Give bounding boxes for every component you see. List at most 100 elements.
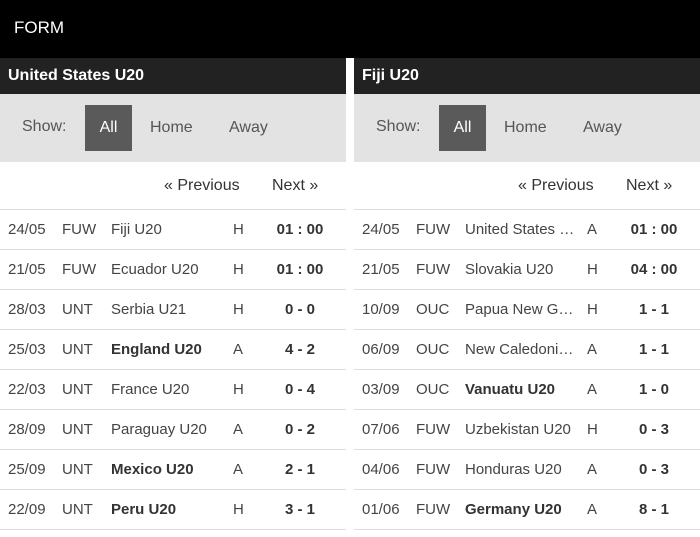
filter-bar: Show: All Home Away (354, 94, 700, 162)
competition-code: FUW (416, 501, 451, 518)
match-score: 1 - 1 (638, 341, 669, 358)
match-date: 06/09 (362, 341, 400, 358)
filter-away-button[interactable]: Away (229, 119, 268, 136)
match-row[interactable]: 03/09 OUC Vanuatu U20 A 1 - 0 (354, 370, 700, 410)
match-score: 0 - 0 (284, 301, 315, 318)
competition-code: OUC (416, 381, 450, 398)
pager: « Previous Next » (354, 162, 700, 209)
filter-all-button[interactable]: All (85, 105, 132, 151)
match-date: 24/05 (8, 221, 46, 238)
match-row[interactable]: 28/03 UNT Serbia U21 H 0 - 0 (0, 290, 346, 330)
filter-bar: Show: All Home Away (0, 94, 346, 162)
match-row[interactable]: 01/06 FUW Germany U20 A 8 - 1 (354, 490, 700, 530)
next-link[interactable]: Next » (272, 177, 319, 194)
opponent-name: Fiji U20 (111, 221, 162, 238)
opponent-name: United States U20 (465, 221, 580, 238)
match-row[interactable]: 25/03 UNT England U20 A 4 - 2 (0, 330, 346, 370)
match-list: 24/05 FUW Fiji U20 H 01 : 00 21/05 FUW Ecuador … (0, 209, 346, 530)
match-row[interactable]: 04/06 FUW Honduras U20 A 0 - 3 (354, 450, 700, 490)
competition-code: UNT (62, 301, 93, 318)
match-date: 03/09 (362, 381, 400, 398)
home-away-indicator: A (233, 341, 244, 358)
form-header: FORM (0, 0, 700, 58)
opponent-name: Honduras U20 (465, 461, 562, 478)
competition-code: FUW (416, 261, 451, 278)
home-away-indicator: A (587, 461, 598, 478)
match-score: 0 - 4 (284, 381, 315, 398)
opponent-name: Vanuatu U20 (465, 381, 556, 398)
home-away-indicator: A (233, 421, 244, 438)
opponent-name: England U20 (111, 341, 202, 358)
match-date: 01/06 (362, 501, 400, 518)
match-row[interactable]: 24/05 FUW United States U20 A 01 : 00 (354, 210, 700, 250)
match-date: 22/09 (8, 501, 46, 518)
home-away-indicator: H (233, 501, 244, 518)
match-score: 0 - 3 (638, 461, 669, 478)
form-title: FORM (14, 18, 65, 37)
home-away-indicator: H (587, 421, 598, 438)
panel-divider (346, 58, 354, 537)
competition-code: UNT (62, 341, 93, 358)
match-score: 3 - 1 (284, 501, 315, 518)
previous-link[interactable]: « Previous (164, 177, 240, 194)
filter-away-button[interactable]: Away (583, 119, 622, 136)
match-row[interactable]: 22/09 UNT Peru U20 H 3 - 1 (0, 490, 346, 530)
home-away-indicator: H (587, 301, 598, 318)
team-panel-right: Fiji U20 Show: All Home Away « Previous … (354, 58, 700, 537)
match-score: 1 - 1 (638, 301, 669, 318)
competition-code: FUW (416, 421, 451, 438)
match-date: 04/06 (362, 461, 400, 478)
match-score: 01 : 00 (630, 221, 678, 238)
match-row[interactable]: 07/06 FUW Uzbekistan U20 H 0 - 3 (354, 410, 700, 450)
home-away-indicator: A (587, 221, 598, 238)
match-row[interactable]: 21/05 FUW Slovakia U20 H 04 : 00 (354, 250, 700, 290)
match-date: 21/05 (362, 261, 400, 278)
match-date: 21/05 (8, 261, 46, 278)
competition-code: UNT (62, 501, 93, 518)
competition-code: OUC (416, 301, 450, 318)
opponent-name: Serbia U21 (111, 301, 187, 318)
match-score: 01 : 00 (276, 261, 324, 278)
competition-code: FUW (416, 461, 451, 478)
match-date: 28/09 (8, 421, 46, 438)
home-away-indicator: H (233, 301, 244, 318)
home-away-indicator: A (587, 381, 598, 398)
previous-link[interactable]: « Previous (518, 177, 594, 194)
show-label: Show: (22, 118, 67, 135)
match-row[interactable]: 25/09 UNT Mexico U20 A 2 - 1 (0, 450, 346, 490)
opponent-name: Uzbekistan U20 (465, 421, 571, 438)
competition-code: FUW (62, 261, 97, 278)
opponent-name: Papua New Guinea U20 (465, 301, 580, 318)
team-panel-left: United States U20 Show: All Home Away « … (0, 58, 346, 537)
home-away-indicator: H (233, 381, 244, 398)
home-away-indicator: H (233, 221, 244, 238)
home-away-indicator: H (233, 261, 244, 278)
match-date: 25/03 (8, 341, 46, 358)
match-row[interactable]: 06/09 OUC New Caledonia U20 A 1 - 1 (354, 330, 700, 370)
match-row[interactable]: 10/09 OUC Papua New Guinea U20 H 1 - 1 (354, 290, 700, 330)
filter-home-button[interactable]: Home (150, 119, 193, 136)
team-name: United States U20 (0, 58, 346, 94)
match-score: 01 : 00 (276, 221, 324, 238)
opponent-name: Paraguay U20 (111, 421, 207, 438)
match-date: 10/09 (362, 301, 400, 318)
home-away-indicator: A (233, 461, 244, 478)
home-away-indicator: H (587, 261, 598, 278)
opponent-name: Germany U20 (465, 501, 562, 518)
pager: « Previous Next » (0, 162, 346, 209)
match-row[interactable]: 22/03 UNT France U20 H 0 - 4 (0, 370, 346, 410)
opponent-name: New Caledonia U20 (465, 341, 580, 358)
match-score: 8 - 1 (638, 501, 669, 518)
next-link[interactable]: Next » (626, 177, 673, 194)
match-row[interactable]: 28/09 UNT Paraguay U20 A 0 - 2 (0, 410, 346, 450)
match-score: 0 - 3 (638, 421, 669, 438)
home-away-indicator: A (587, 501, 598, 518)
match-score: 0 - 2 (284, 421, 315, 438)
match-row[interactable]: 24/05 FUW Fiji U20 H 01 : 00 (0, 210, 346, 250)
match-date: 22/03 (8, 381, 46, 398)
match-score: 04 : 00 (630, 261, 678, 278)
match-row[interactable]: 21/05 FUW Ecuador U20 H 01 : 00 (0, 250, 346, 290)
filter-all-button[interactable]: All (439, 105, 486, 151)
filter-home-button[interactable]: Home (504, 119, 547, 136)
match-list: 24/05 FUW United States U20 A 01 : 00 21/05 FU… (354, 209, 700, 530)
